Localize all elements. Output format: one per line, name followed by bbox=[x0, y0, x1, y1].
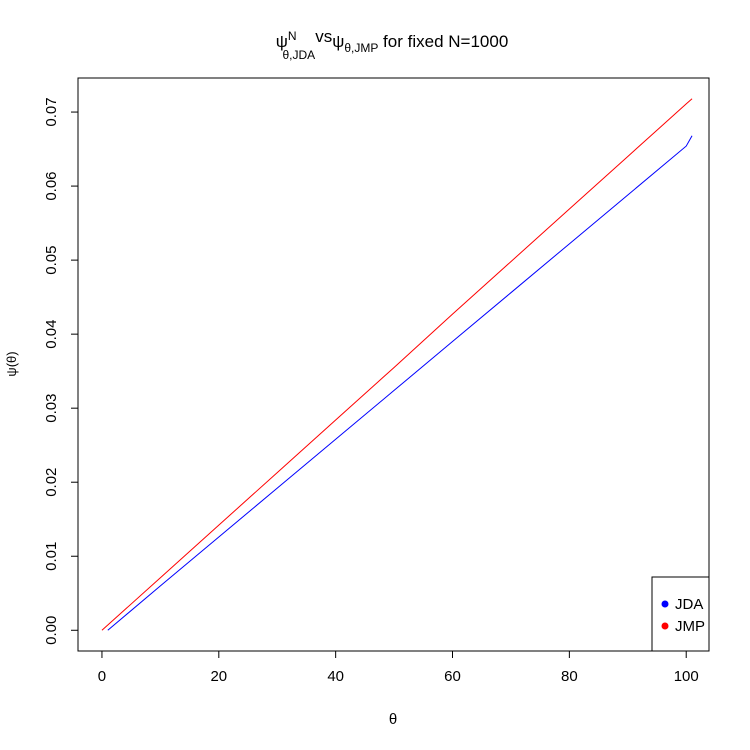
y-tick-label: 0.07 bbox=[43, 97, 60, 126]
y-tick-label: 0.00 bbox=[43, 616, 60, 645]
x-tick-label: 60 bbox=[444, 668, 461, 685]
title-part: θ,JMP bbox=[344, 41, 378, 55]
x-tick-label: 20 bbox=[210, 668, 227, 685]
y-axis-label: ψ(θ) bbox=[4, 351, 19, 376]
y-tick-label: 0.02 bbox=[43, 468, 60, 497]
x-tick-label: 80 bbox=[561, 668, 578, 685]
chart-title: ψN θ,JDAvsψθ,JMP for fixed N=1000 bbox=[276, 27, 509, 62]
y-tick-label: 0.05 bbox=[43, 246, 60, 275]
title-part: for fixed N=1000 bbox=[378, 32, 508, 51]
y-tick-label: 0.03 bbox=[43, 394, 60, 423]
y-tick-label: 0.06 bbox=[43, 171, 60, 200]
legend-label: JDA bbox=[675, 596, 703, 613]
line bbox=[107, 135, 693, 631]
line bbox=[101, 98, 693, 631]
x-axis-label: θ bbox=[389, 711, 397, 728]
title-part: ψ bbox=[332, 32, 344, 51]
title-part: θ,JDA bbox=[283, 48, 316, 62]
title-part: ψ bbox=[276, 32, 288, 51]
title-part: N bbox=[288, 29, 297, 43]
y-tick-label: 0.04 bbox=[43, 320, 60, 349]
legend-box bbox=[651, 576, 710, 652]
y-tick-label: 0.01 bbox=[43, 542, 60, 571]
x-tick-label: 100 bbox=[674, 668, 699, 685]
legend-marker bbox=[661, 600, 669, 608]
x-tick-label: 40 bbox=[327, 668, 344, 685]
x-tick-label: 0 bbox=[98, 668, 106, 685]
title-part: vs bbox=[315, 27, 332, 46]
legend-label: JMP bbox=[675, 618, 705, 635]
legend-marker bbox=[661, 622, 669, 630]
